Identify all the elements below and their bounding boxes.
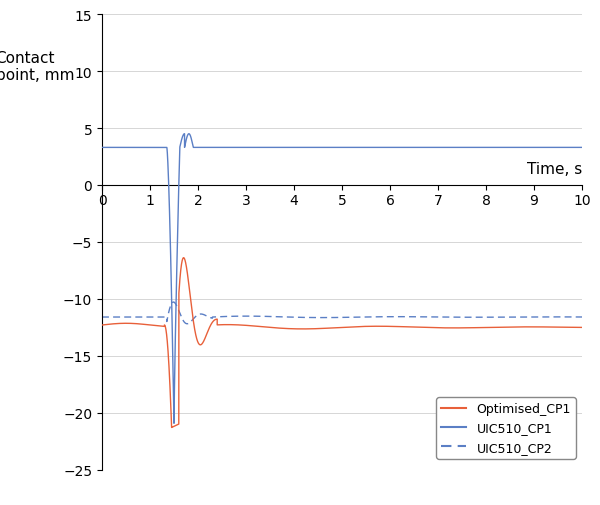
Y-axis label: Contact
point, mm: Contact point, mm — [0, 51, 74, 83]
Legend: Optimised_CP1, UIC510_CP1, UIC510_CP2: Optimised_CP1, UIC510_CP1, UIC510_CP2 — [436, 397, 576, 459]
Text: Time, s: Time, s — [527, 162, 582, 176]
